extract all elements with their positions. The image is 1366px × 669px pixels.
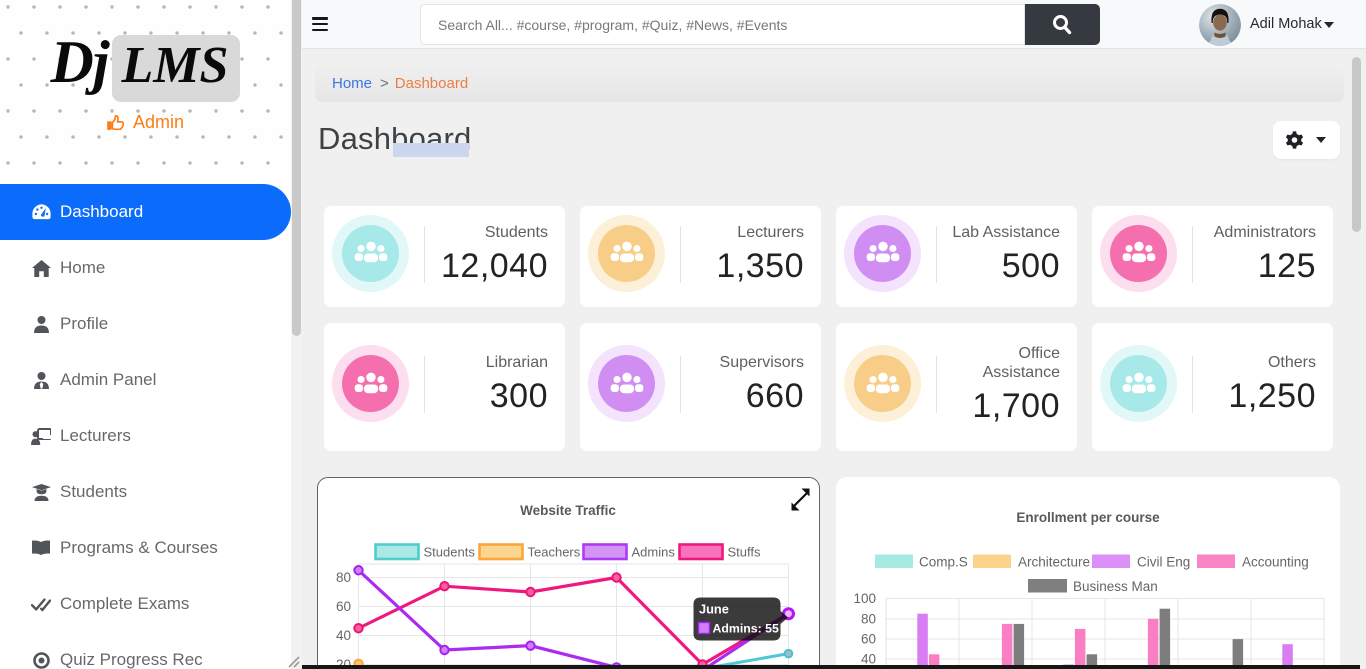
svg-text:Admins: Admins <box>632 545 676 560</box>
svg-text:40: 40 <box>861 652 876 667</box>
svg-text:100: 100 <box>853 591 876 606</box>
svg-text:Comp.S: Comp.S <box>919 555 968 570</box>
svg-text:Civil Eng: Civil Eng <box>1137 555 1190 570</box>
svg-text:Students: Students <box>424 545 476 560</box>
svg-text:80: 80 <box>861 612 876 627</box>
svg-text:June: June <box>699 602 729 617</box>
svg-text:80: 80 <box>336 570 351 585</box>
svg-text:Admins: 55: Admins: 55 <box>713 622 779 636</box>
svg-text:Website Traffic: Website Traffic <box>520 503 616 518</box>
svg-text:Enrollment per course: Enrollment per course <box>1016 510 1160 525</box>
svg-text:Teachers: Teachers <box>528 545 581 560</box>
svg-text:60: 60 <box>861 632 876 647</box>
svg-text:Architecture: Architecture <box>1018 555 1090 570</box>
svg-text:60: 60 <box>336 599 351 614</box>
svg-text:Business Man: Business Man <box>1073 579 1158 594</box>
svg-text:Accounting: Accounting <box>1242 555 1309 570</box>
svg-text:Stuffs: Stuffs <box>728 545 762 560</box>
svg-text:40: 40 <box>336 628 351 643</box>
